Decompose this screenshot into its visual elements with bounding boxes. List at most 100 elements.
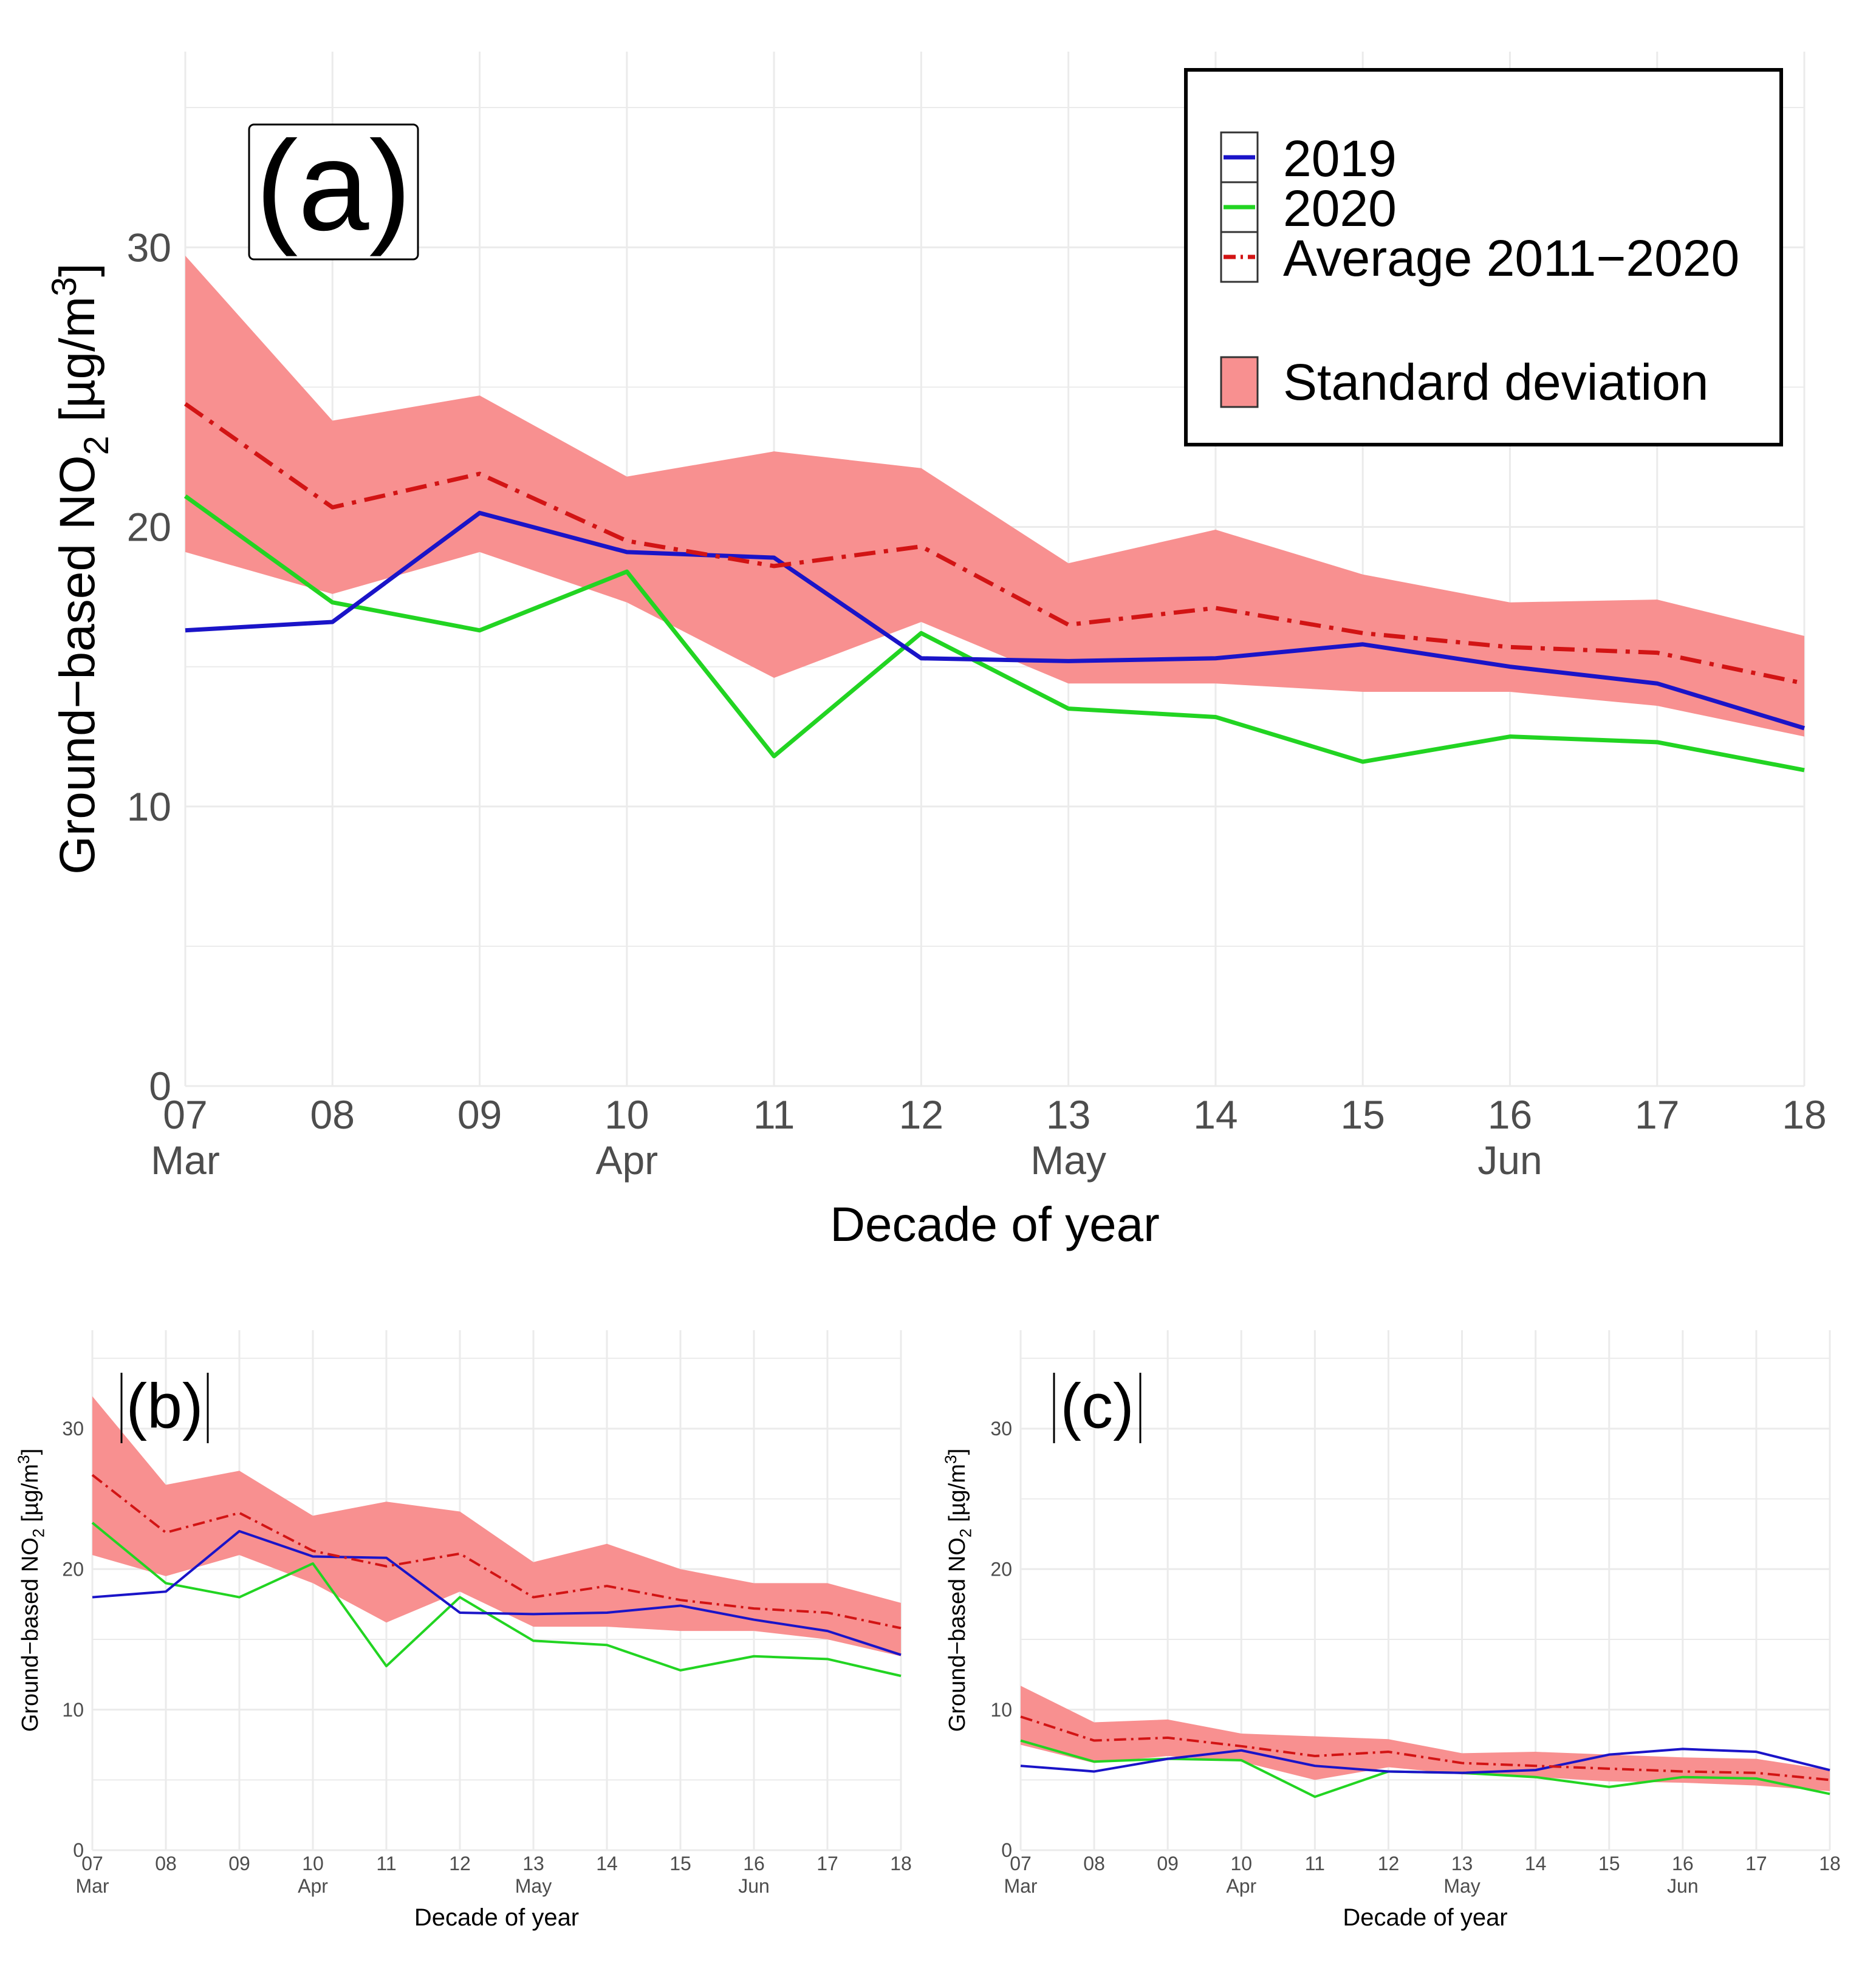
x-tick-label: 14 [596, 1853, 618, 1874]
legend-key-sd [1220, 356, 1259, 408]
x-month-label: Mar [1004, 1875, 1037, 1897]
x-axis-title: Decade of year [1343, 1904, 1507, 1931]
x-tick-label: 10 [1230, 1853, 1252, 1874]
x-month-label: Jun [738, 1875, 770, 1897]
x-tick-label: 09 [457, 1092, 502, 1137]
series-line-2019 [1020, 1748, 1830, 1774]
panel-label: (b) [126, 1371, 203, 1441]
x-tick-label: 12 [449, 1853, 471, 1874]
x-tick-label: 13 [1451, 1853, 1473, 1874]
legend-label-sd: Standard deviation [1283, 354, 1709, 411]
x-tick-label: 17 [1635, 1092, 1679, 1137]
x-month-label: Apr [298, 1875, 328, 1897]
x-month-label: May [515, 1875, 552, 1897]
x-month-label: Apr [1226, 1875, 1256, 1897]
y-tick-label: 30 [127, 225, 171, 270]
x-tick-label: 07 [163, 1092, 207, 1137]
x-tick-label: 08 [310, 1092, 355, 1137]
legend: 2019 2020 Average 2011−2020 Standard dev… [1184, 68, 1783, 446]
legend-label-2019: 2019 [1283, 130, 1397, 187]
series-line-2020 [183, 494, 1805, 773]
x-tick-label: 11 [753, 1092, 795, 1137]
x-tick-label: 12 [899, 1092, 943, 1137]
series-line-average-2011-2020 [91, 1474, 902, 1630]
y-title-unit: [µg/m [50, 296, 105, 436]
std-band [1021, 1686, 1830, 1791]
y-title-close: ] [50, 263, 105, 277]
y-title-sub: 2 [957, 1528, 975, 1537]
y-title-main: Ground−based NO [18, 1537, 43, 1732]
x-axis-title: Decade of year [830, 1197, 1160, 1251]
legend-label-2020: 2020 [1283, 180, 1397, 237]
y-title-close: ] [18, 1449, 43, 1455]
x-tick-label: 14 [1525, 1853, 1547, 1874]
legend-box [1184, 68, 1783, 446]
x-month-label: Mar [151, 1138, 220, 1183]
std-band [92, 1396, 901, 1656]
panel-label: (c) [1060, 1371, 1134, 1441]
x-tick-label: 13 [1046, 1092, 1090, 1137]
panel-label-box [248, 123, 419, 261]
y-title-sub: 2 [77, 436, 116, 455]
y-title-sub: 2 [30, 1528, 48, 1537]
series-line-average-2011-2020 [183, 402, 1805, 686]
x-tick-label: 18 [1782, 1092, 1826, 1137]
y-title-unit: [µg/m [18, 1464, 43, 1528]
x-month-label: Apr [595, 1138, 658, 1183]
x-tick-label: 18 [890, 1853, 912, 1874]
y-tick-label: 10 [127, 784, 171, 829]
y-title-unit: [µg/m [945, 1464, 970, 1528]
x-tick-label: 16 [1672, 1853, 1694, 1874]
x-tick-label: 18 [1819, 1853, 1841, 1874]
y-tick-label: 30 [990, 1418, 1012, 1440]
x-tick-label: 11 [376, 1853, 396, 1874]
y-title-main: Ground−based NO [945, 1537, 970, 1732]
x-tick-label: 15 [1340, 1092, 1385, 1137]
x-tick-label: 09 [228, 1853, 250, 1874]
y-axis-title: Ground−based NO2 [µg/m3] [15, 1449, 47, 1732]
y-axis-title: Ground−based NO2 [µg/m3] [45, 263, 116, 875]
x-tick-label: 10 [604, 1092, 649, 1137]
x-tick-label: 13 [522, 1853, 544, 1874]
x-tick-label: 16 [1488, 1092, 1532, 1137]
x-axis-title: Decade of year [414, 1904, 579, 1931]
y-tick-label: 0 [73, 1839, 84, 1861]
y-title-main: Ground−based NO [50, 455, 105, 875]
x-month-label: May [1443, 1875, 1480, 1897]
y-tick-label: 30 [62, 1418, 84, 1440]
x-month-label: Mar [75, 1875, 109, 1897]
y-tick-label: 10 [990, 1699, 1012, 1721]
y-tick-label: 20 [127, 505, 171, 550]
series-line-2019 [185, 510, 1806, 731]
x-tick-label: 11 [1305, 1853, 1325, 1874]
y-tick-label: 20 [990, 1558, 1012, 1580]
y-tick-label: 20 [62, 1558, 84, 1580]
x-tick-label: 07 [81, 1853, 103, 1874]
x-month-label: Jun [1667, 1875, 1699, 1897]
x-tick-label: 16 [743, 1853, 765, 1874]
x-tick-label: 15 [669, 1853, 691, 1874]
std-band [185, 255, 1804, 737]
x-tick-label: 17 [816, 1853, 838, 1874]
y-axis-title: Ground−based NO2 [µg/m3] [942, 1449, 974, 1732]
y-title-sup: 3 [942, 1455, 960, 1464]
x-month-label: Jun [1477, 1138, 1542, 1183]
x-tick-label: 07 [1010, 1853, 1032, 1874]
x-month-label: May [1030, 1138, 1106, 1183]
panel-label: (a) [256, 114, 412, 257]
legend-label-average: Average 2011−2020 [1283, 230, 1739, 287]
y-title-sup: 3 [15, 1455, 33, 1464]
x-tick-label: 09 [1157, 1853, 1179, 1874]
x-tick-label: 10 [302, 1853, 324, 1874]
y-tick-label: 0 [149, 1064, 171, 1109]
x-tick-label: 08 [1083, 1853, 1105, 1874]
x-tick-label: 15 [1598, 1853, 1620, 1874]
series-line-2019 [92, 1529, 902, 1656]
x-tick-label: 12 [1378, 1853, 1400, 1874]
series-line-2020 [91, 1522, 902, 1678]
y-tick-label: 10 [62, 1699, 84, 1721]
